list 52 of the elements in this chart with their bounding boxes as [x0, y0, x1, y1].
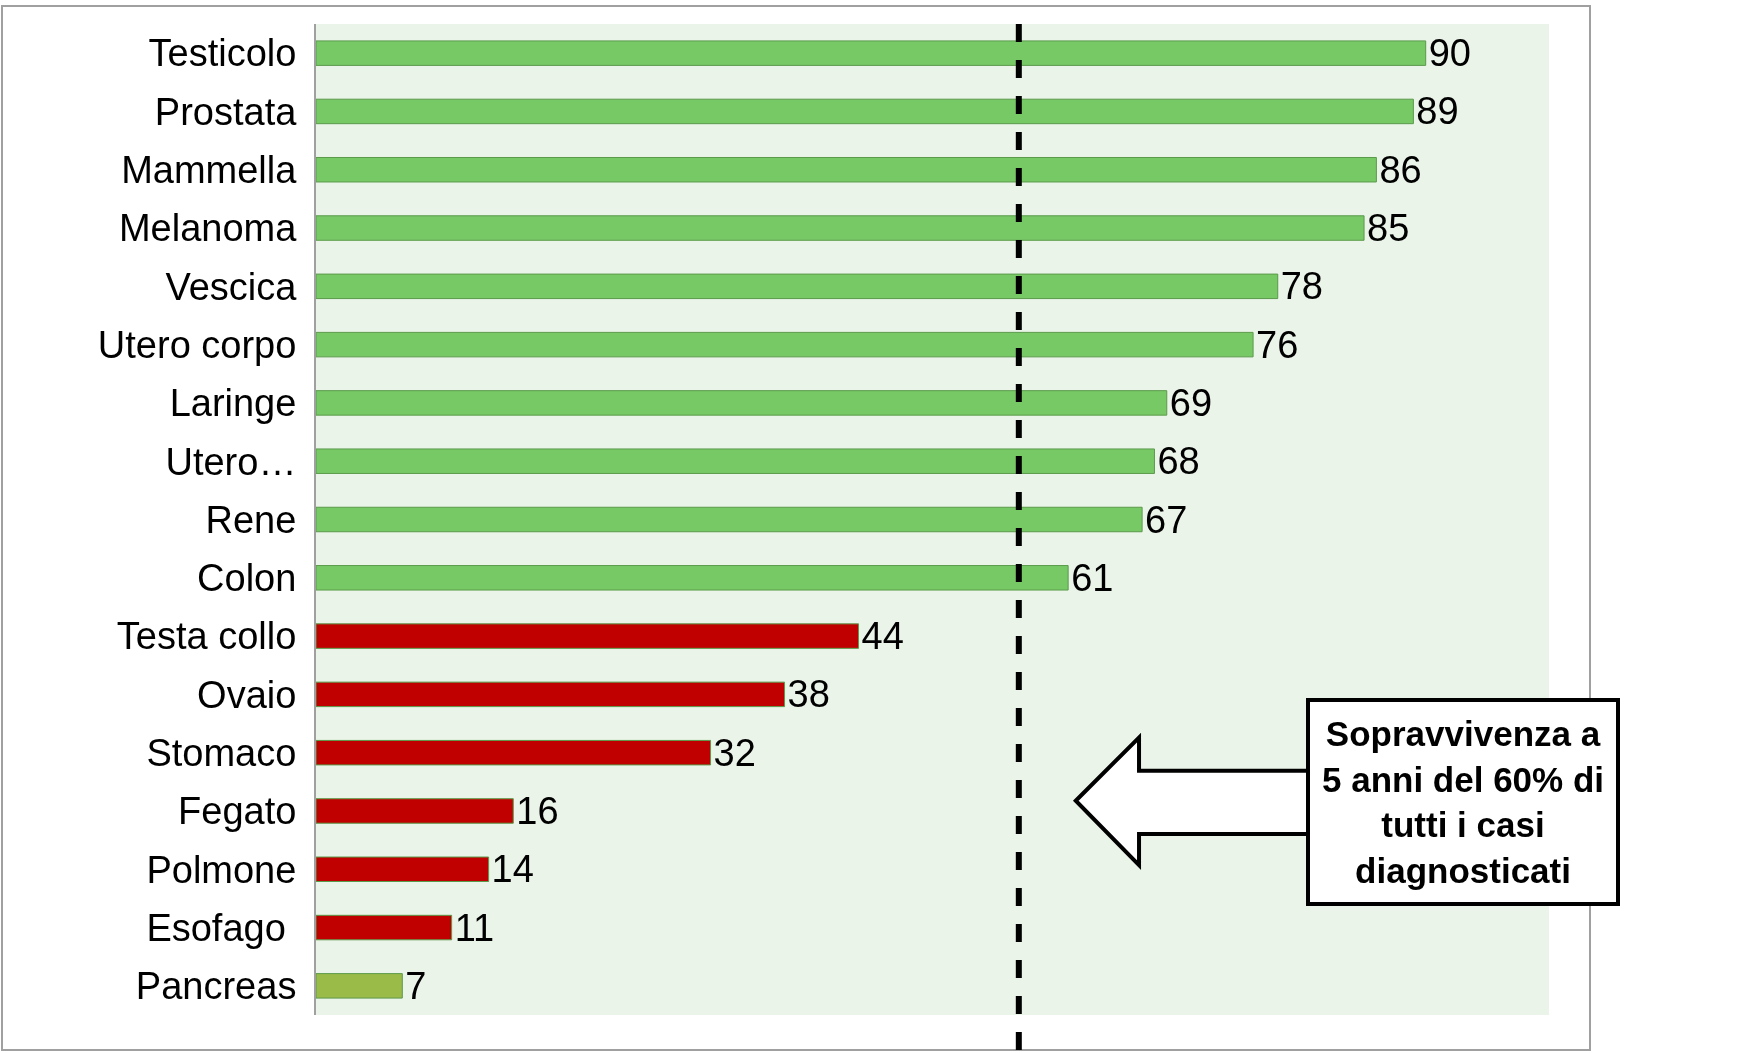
y-tick-label: Melanoma [118, 207, 298, 250]
bar [316, 273, 1279, 300]
bar [316, 739, 712, 766]
y-tick-label: Esofago [146, 906, 297, 949]
data-label: 16 [516, 789, 559, 832]
annotation: Sopravvivenza a 5 anni del 60% di tutti i casi diagnosticati [1322, 714, 1605, 890]
data-label: 85 [1367, 207, 1410, 250]
y-tick-label: Utero… [165, 440, 297, 483]
y-tick-label: Testa collo [116, 615, 297, 658]
data-label: 78 [1280, 265, 1324, 308]
y-tick-label: Utero corpo [97, 323, 297, 366]
y-tick-label: Mammella [121, 149, 298, 192]
y-tick-label: Ovaio [197, 673, 297, 716]
bar [316, 448, 1155, 474]
y-tick-label: Stomaco [146, 731, 297, 774]
bar [316, 156, 1377, 183]
y-tick-label: Polmone [146, 848, 297, 891]
y-tick-label: Colon [197, 557, 297, 600]
y-tick-label: Prostata [154, 90, 298, 133]
y-tick-label: Vescica [165, 265, 298, 308]
y-tick-label: Fegato [178, 790, 297, 833]
data-label: 14 [491, 848, 534, 891]
bar [316, 798, 514, 824]
data-label: 32 [713, 731, 756, 774]
data-label: 68 [1157, 440, 1200, 483]
data-label: 44 [861, 615, 904, 658]
y-tick-label: Pancreas [135, 965, 297, 1008]
bar [316, 331, 1254, 358]
bar [316, 565, 1069, 591]
data-label: 7 [405, 964, 427, 1007]
data-label: 11 [454, 906, 495, 949]
bar [316, 681, 786, 708]
data-label: 89 [1416, 90, 1459, 133]
bar [316, 390, 1168, 416]
y-tick-label: Testicolo [148, 32, 297, 75]
bar [316, 856, 490, 883]
bar [316, 914, 453, 941]
y-tick-label: Rene [205, 498, 297, 541]
data-label: 69 [1169, 381, 1213, 424]
bar [316, 506, 1143, 533]
data-label: 61 [1071, 556, 1114, 599]
bar [316, 98, 1414, 125]
bar [316, 623, 860, 649]
data-label: 86 [1379, 148, 1422, 191]
data-label: 76 [1256, 323, 1299, 366]
bar [316, 215, 1365, 241]
bar [316, 973, 403, 999]
y-tick-label: Laringe [169, 382, 297, 425]
data-label: 38 [787, 673, 830, 716]
data-label: 67 [1145, 498, 1188, 541]
data-label: 90 [1428, 32, 1471, 75]
bar [316, 40, 1427, 66]
